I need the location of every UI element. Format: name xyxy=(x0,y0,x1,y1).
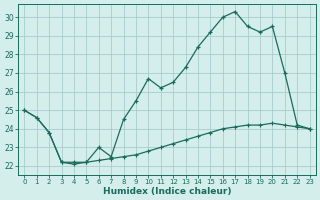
X-axis label: Humidex (Indice chaleur): Humidex (Indice chaleur) xyxy=(103,187,231,196)
